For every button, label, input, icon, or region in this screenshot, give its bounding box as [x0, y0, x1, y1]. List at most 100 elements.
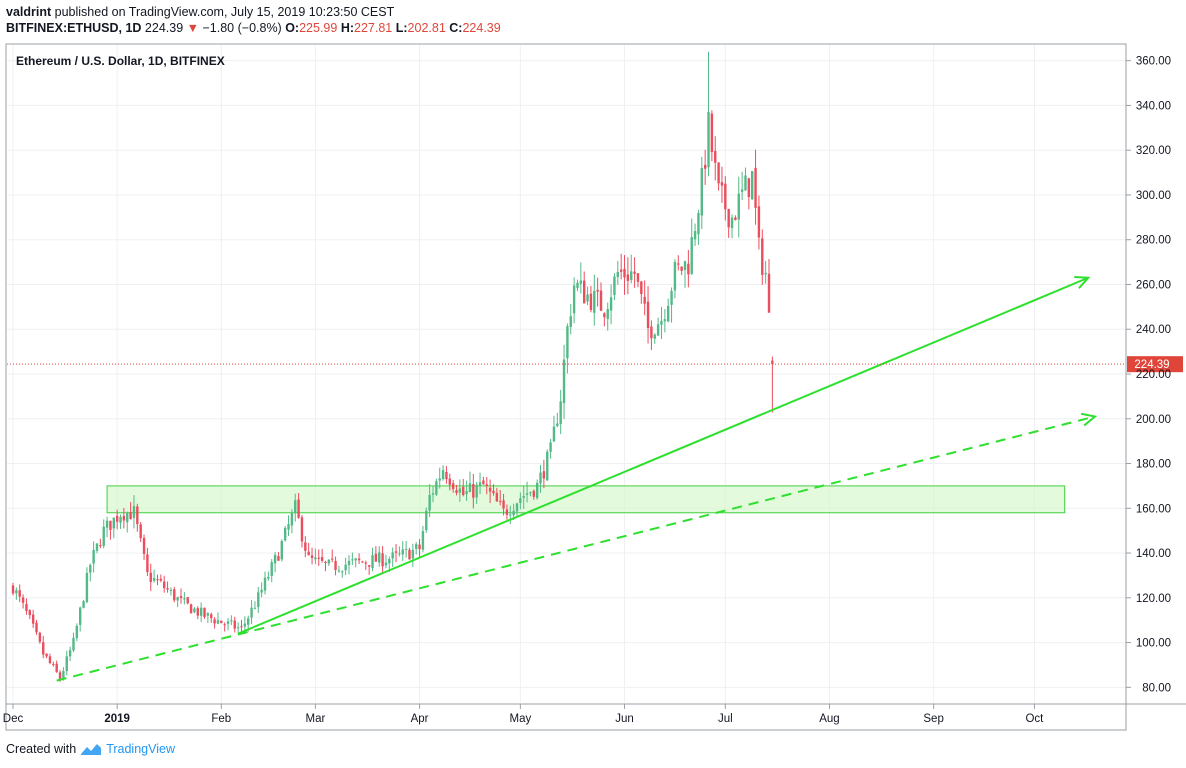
candle-body: [415, 544, 418, 549]
candle-body: [183, 598, 186, 600]
candle-body: [744, 175, 747, 191]
candle-body: [28, 610, 31, 616]
candle-body: [458, 488, 462, 493]
candle-body: [535, 482, 539, 498]
candle-body: [509, 514, 512, 516]
candle-body: [720, 182, 724, 186]
candle-body: [663, 319, 667, 322]
time-axis[interactable]: Dec 2019 Feb Mar Apr May Jun Jul Aug Sep Oct: [3, 704, 1044, 725]
candle-body: [650, 326, 653, 339]
close-value: 224.39: [462, 21, 501, 35]
candle-body: [55, 663, 58, 672]
candle-body: [159, 578, 163, 581]
candle-body: [653, 334, 656, 339]
candle-body: [630, 271, 633, 280]
y-tick-label: 100.00: [1136, 638, 1171, 650]
candle-body: [337, 570, 341, 572]
low-label: L:: [395, 21, 408, 35]
trendline-arrowhead: [1074, 276, 1091, 289]
candle-body: [38, 632, 42, 642]
candle-body: [640, 281, 643, 295]
candle-body: [552, 426, 556, 442]
candle-body: [331, 558, 334, 560]
candle-body: [515, 503, 519, 512]
candle-body: [136, 506, 139, 525]
candle-body: [690, 237, 693, 274]
candle-body: [173, 589, 176, 601]
candle-body: [361, 561, 364, 563]
candle-body: [646, 301, 650, 328]
candle-body: [112, 517, 115, 529]
candle-body: [522, 496, 525, 498]
candle-body: [52, 663, 55, 665]
candle-body: [475, 484, 478, 498]
candles: [11, 51, 774, 682]
candle-body: [411, 549, 415, 559]
candle-body: [166, 588, 169, 590]
candle-body: [468, 483, 472, 492]
candle-body: [347, 560, 351, 566]
candle-body: [367, 565, 371, 567]
dashed-trendline: [56, 415, 1096, 682]
candle-body: [250, 607, 253, 618]
x-tick-label: 2019: [104, 713, 130, 725]
candle-body: [253, 607, 257, 609]
open-value: 225.99: [299, 21, 338, 35]
candle-body: [75, 625, 79, 639]
candle-body: [761, 238, 764, 275]
candle-body: [751, 171, 754, 200]
candle-body: [771, 360, 774, 365]
candle-body: [58, 672, 62, 680]
low-value: 202.81: [407, 21, 446, 35]
candle-body: [462, 486, 465, 495]
candle-body: [687, 263, 690, 275]
candle-body: [428, 495, 431, 511]
current-price-line: 224.39: [7, 356, 1183, 373]
candle-body: [502, 500, 505, 509]
candle-body: [697, 213, 700, 235]
candle-body: [519, 498, 522, 503]
author-name[interactable]: valdrint: [6, 5, 52, 19]
candle-body: [539, 472, 542, 484]
candle-body: [435, 481, 438, 495]
candle-body: [317, 557, 320, 559]
candle-body: [115, 515, 119, 522]
y-tick-label: 220.00: [1136, 369, 1171, 381]
x-tick-label: Jun: [615, 713, 634, 725]
candle-body: [724, 183, 727, 210]
candle-body: [351, 559, 354, 561]
candle-body: [683, 261, 687, 270]
candle-body: [441, 470, 445, 480]
candle-body: [163, 581, 166, 589]
candle-body: [747, 178, 751, 198]
candle-body: [92, 549, 95, 564]
candle-body: [304, 542, 307, 551]
chart-header: valdrint published on TradingView.com, J…: [6, 4, 501, 36]
candle-body: [572, 285, 576, 314]
candle-body: [206, 613, 210, 616]
candle-body: [270, 562, 273, 576]
support-zone[interactable]: [106, 485, 1066, 514]
candle-body: [643, 296, 646, 304]
y-tick-label: 260.00: [1136, 279, 1171, 291]
tradingview-brand[interactable]: TradingView: [106, 742, 175, 756]
candle-body: [431, 493, 435, 495]
candle-body: [754, 167, 757, 208]
candle-body: [408, 549, 411, 560]
trendlines[interactable]: [56, 276, 1098, 682]
candle-body: [283, 527, 287, 541]
candle-body: [596, 289, 599, 292]
candle-body: [603, 313, 606, 318]
candle-body: [623, 268, 626, 278]
y-tick-label: 180.00: [1136, 459, 1171, 471]
candle-body: [102, 526, 105, 546]
down-arrow-icon: ▼: [186, 21, 200, 35]
y-tick-label: 340.00: [1136, 100, 1171, 112]
price-axis[interactable]: 80.00 100.00 120.00 140.00 160.00 180.00 200.0…: [1126, 56, 1171, 695]
ohlc-line: BITFINEX:ETHUSD, 1D 224.39 ▼ −1.80 (−0.8…: [6, 20, 501, 36]
candle-body: [421, 531, 425, 550]
x-tick-label: Aug: [819, 713, 839, 725]
x-tick-label: Mar: [305, 713, 325, 725]
candle-body: [11, 585, 15, 594]
